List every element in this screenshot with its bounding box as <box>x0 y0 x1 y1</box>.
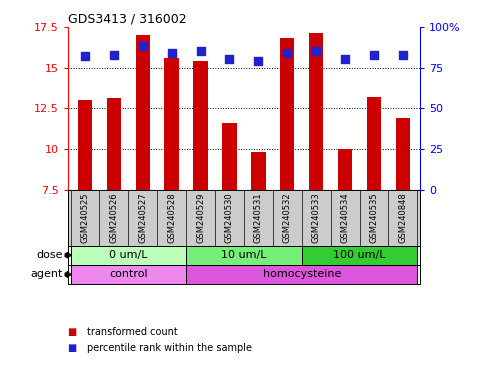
Text: GSM240534: GSM240534 <box>341 192 350 243</box>
Text: GSM240525: GSM240525 <box>81 192 89 243</box>
Point <box>399 51 407 58</box>
Point <box>226 56 233 63</box>
Text: control: control <box>109 270 148 280</box>
Point <box>370 51 378 58</box>
Bar <box>136 35 150 190</box>
Point <box>197 48 204 55</box>
Text: GSM240528: GSM240528 <box>167 192 176 243</box>
Point <box>110 51 118 58</box>
Bar <box>280 38 295 190</box>
Text: GSM240535: GSM240535 <box>369 192 379 243</box>
Text: ■: ■ <box>68 327 77 337</box>
Bar <box>302 245 417 265</box>
Bar <box>309 33 324 190</box>
Bar <box>251 152 266 190</box>
Text: 100 um/L: 100 um/L <box>333 250 386 260</box>
Point <box>255 58 262 64</box>
Text: 0 um/L: 0 um/L <box>109 250 148 260</box>
Text: GSM240532: GSM240532 <box>283 192 292 243</box>
Text: GSM240533: GSM240533 <box>312 192 321 243</box>
Bar <box>367 97 381 190</box>
Text: GSM240848: GSM240848 <box>398 192 407 243</box>
Point <box>313 48 320 55</box>
Text: GSM240529: GSM240529 <box>196 192 205 243</box>
Text: 10 um/L: 10 um/L <box>221 250 267 260</box>
Bar <box>78 100 92 190</box>
Bar <box>107 98 121 190</box>
Text: GSM240527: GSM240527 <box>138 192 147 243</box>
Text: transformed count: transformed count <box>87 327 178 337</box>
Text: ■: ■ <box>68 343 77 353</box>
Point <box>168 50 175 56</box>
Text: dose: dose <box>36 250 63 260</box>
Text: GDS3413 / 316002: GDS3413 / 316002 <box>68 13 186 26</box>
Bar <box>193 61 208 190</box>
Point <box>341 56 349 63</box>
Bar <box>186 265 417 284</box>
Point <box>81 53 89 59</box>
Text: GSM240530: GSM240530 <box>225 192 234 243</box>
Point <box>284 50 291 56</box>
Bar <box>71 265 186 284</box>
Bar <box>222 123 237 190</box>
Point <box>139 43 147 50</box>
Bar <box>396 118 410 190</box>
Text: GSM240526: GSM240526 <box>109 192 118 243</box>
Bar <box>338 149 352 190</box>
Text: percentile rank within the sample: percentile rank within the sample <box>87 343 252 353</box>
Text: agent: agent <box>30 270 63 280</box>
Bar <box>186 245 302 265</box>
Text: homocysteine: homocysteine <box>263 270 341 280</box>
Text: GSM240531: GSM240531 <box>254 192 263 243</box>
Bar <box>71 245 186 265</box>
Bar <box>164 58 179 190</box>
